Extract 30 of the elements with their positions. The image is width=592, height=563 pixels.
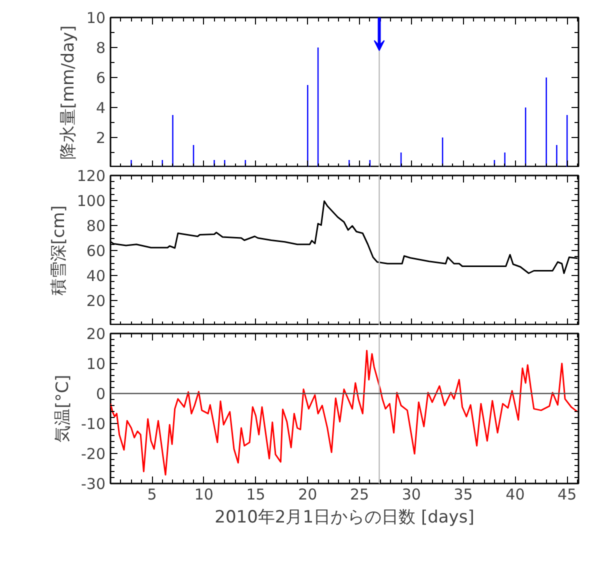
y-tick-label: 40 [86,267,106,285]
y-tick-label: 60 [86,242,106,260]
y-tick-label: -30 [81,475,106,493]
y-axis-title: 気温[°C] [53,374,73,442]
x-tick-label: 20 [298,486,318,504]
y-tick-label: 4 [96,99,106,117]
y-tick-label: -10 [81,415,106,433]
y-tick-label: 100 [76,192,106,210]
x-tick-label: 40 [506,486,525,504]
x-tick-label: 35 [454,486,473,504]
y-tick-label: 120 [76,167,106,185]
y-tick-label: 10 [86,355,106,373]
y-tick-label: 6 [96,69,106,87]
x-tick-label: 10 [194,486,214,504]
y-axis-title: 積雪深[cm] [48,205,69,296]
y-tick-label: 20 [86,325,106,343]
x-tick-label: 45 [558,486,577,504]
y-tick-label: 80 [86,217,106,235]
x-tick-label: 15 [246,486,266,504]
y-axis-title: 降水量[mm/day] [58,25,78,160]
y-tick-label: 2 [96,129,106,147]
y-tick-label: 20 [86,292,106,310]
y-tick-label: 10 [86,9,106,27]
x-tick-label: 30 [402,486,421,504]
y-tick-label: 0 [96,385,106,403]
y-tick-label: 8 [96,39,106,57]
x-tick-label: 25 [350,486,370,504]
x-tick-label: 5 [147,486,157,504]
y-tick-label: -20 [81,445,106,463]
x-axis-title: 2010年2月1日からの日数 [days] [214,508,474,528]
